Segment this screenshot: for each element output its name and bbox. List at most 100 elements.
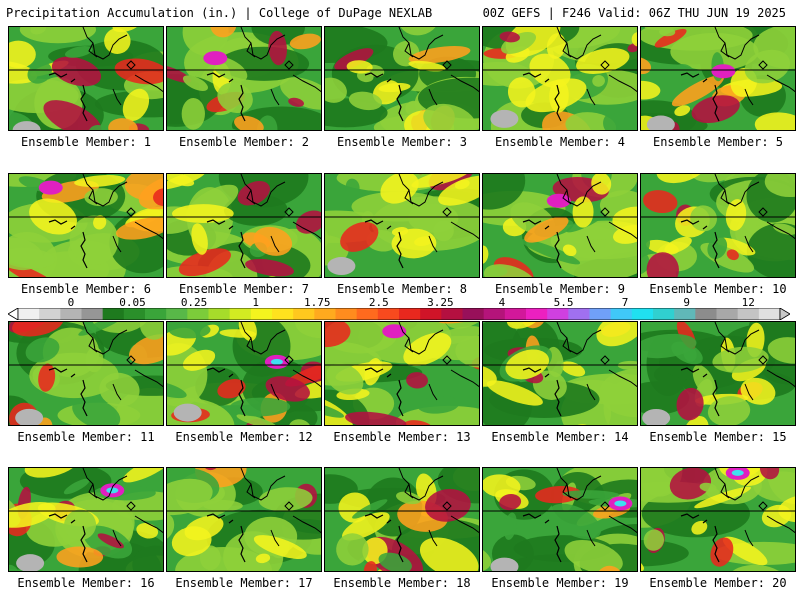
precipitation-field bbox=[483, 27, 637, 130]
colorbar-segment bbox=[758, 308, 781, 320]
precipitation-field bbox=[325, 322, 479, 425]
ensemble-member-map bbox=[8, 26, 164, 131]
colorbar-tick-label: 0.05 bbox=[119, 296, 146, 309]
colorbar-segment bbox=[504, 308, 527, 320]
precipitation-field bbox=[325, 468, 479, 571]
ensemble-member-map bbox=[324, 26, 480, 131]
colorbar-segment bbox=[250, 308, 273, 320]
colorbar-segment bbox=[674, 308, 696, 320]
colorbar-segment bbox=[568, 308, 590, 320]
colorbar-segment bbox=[123, 308, 146, 320]
ensemble-member-label: Ensemble Member: 9 bbox=[494, 282, 626, 296]
ensemble-member-map bbox=[482, 26, 638, 131]
colorbar-right-arrow bbox=[779, 308, 790, 320]
map-title: Precipitation Accumulation (in.) | Colle… bbox=[6, 6, 433, 20]
colorbar-segment bbox=[356, 308, 379, 320]
colorbar-left-arrow bbox=[8, 308, 19, 320]
precipitation-field bbox=[641, 468, 795, 571]
colorbar-tick-label: 2.5 bbox=[368, 296, 389, 309]
colorbar-segment bbox=[377, 308, 400, 320]
ensemble-member-label: Ensemble Member: 2 bbox=[178, 135, 310, 149]
ensemble-member-label: Ensemble Member: 12 bbox=[175, 430, 313, 444]
ensemble-member-label: Ensemble Member: 17 bbox=[175, 576, 313, 590]
colorbar-segment bbox=[483, 308, 506, 320]
colorbar-segment bbox=[187, 308, 209, 320]
ensemble-member-label: Ensemble Member: 14 bbox=[491, 430, 629, 444]
ensemble-member-map bbox=[324, 321, 480, 426]
ensemble-member-label: Ensemble Member: 11 bbox=[17, 430, 155, 444]
colorbar-segment bbox=[293, 308, 315, 320]
ensemble-member-label: Ensemble Member: 16 bbox=[17, 576, 155, 590]
precipitation-colorbar bbox=[8, 308, 790, 320]
colorbar-tick-label: 1 bbox=[252, 296, 259, 309]
ensemble-member-label: Ensemble Member: 15 bbox=[649, 430, 787, 444]
colorbar-segment bbox=[589, 308, 612, 320]
ensemble-member-map bbox=[482, 321, 638, 426]
ensemble-member-map bbox=[482, 467, 638, 572]
colorbar-tick-label: 12 bbox=[741, 296, 755, 309]
ensemble-member-map bbox=[324, 173, 480, 278]
ensemble-member-label: Ensemble Member: 19 bbox=[491, 576, 629, 590]
colorbar-segment bbox=[145, 308, 167, 320]
ensemble-member-label: Ensemble Member: 13 bbox=[333, 430, 471, 444]
colorbar-tick-label: 1.75 bbox=[303, 296, 331, 309]
ensemble-member-label: Ensemble Member: 5 bbox=[652, 135, 784, 149]
ensemble-member-map bbox=[640, 173, 796, 278]
precipitation-field bbox=[167, 468, 321, 571]
colorbar-segment bbox=[441, 308, 463, 320]
ensemble-member-label: Ensemble Member: 10 bbox=[649, 282, 787, 296]
ensemble-member-map bbox=[166, 321, 322, 426]
colorbar-segment bbox=[314, 308, 336, 320]
precipitation-field bbox=[483, 468, 637, 571]
ensemble-member-map bbox=[166, 467, 322, 572]
precipitation-field bbox=[167, 27, 321, 130]
colorbar-segment bbox=[610, 308, 633, 320]
colorbar-segment bbox=[18, 308, 40, 320]
ensemble-member-map bbox=[8, 321, 164, 426]
ensemble-member-label: Ensemble Member: 6 bbox=[20, 282, 152, 296]
ensemble-member-label: Ensemble Member: 1 bbox=[20, 135, 152, 149]
colorbar-segment bbox=[462, 308, 485, 320]
ensemble-member-label: Ensemble Member: 3 bbox=[336, 135, 468, 149]
colorbar-tick-label: 0.25 bbox=[180, 296, 208, 309]
colorbar-segment bbox=[81, 308, 104, 320]
ensemble-member-label: Ensemble Member: 18 bbox=[333, 576, 471, 590]
ensemble-member-map bbox=[640, 467, 796, 572]
ensemble-member-map bbox=[324, 467, 480, 572]
colorbar-tick-label: 9 bbox=[683, 296, 690, 309]
colorbar-tick-label: 3.25 bbox=[427, 296, 454, 309]
precipitation-field bbox=[325, 174, 479, 277]
colorbar-tick-label: 7 bbox=[621, 296, 629, 309]
colorbar-segment bbox=[399, 308, 421, 320]
precipitation-field bbox=[9, 468, 163, 571]
ensemble-member-map bbox=[482, 173, 638, 278]
precipitation-field bbox=[641, 27, 795, 130]
ensemble-member-map bbox=[166, 173, 322, 278]
colorbar-segment bbox=[695, 308, 717, 320]
ensemble-member-label: Ensemble Member: 8 bbox=[336, 282, 468, 296]
colorbar-segment bbox=[272, 308, 294, 320]
precipitation-field bbox=[167, 174, 321, 277]
colorbar-tick-label: 4 bbox=[498, 296, 506, 309]
precipitation-field bbox=[9, 174, 163, 277]
colorbar-segment bbox=[631, 308, 654, 320]
ensemble-member-map bbox=[640, 321, 796, 426]
model-run-info: 00Z GEFS | F246 Valid: 06Z THU JUN 19 20… bbox=[482, 6, 786, 20]
precipitation-field bbox=[325, 27, 479, 130]
ensemble-member-label: Ensemble Member: 7 bbox=[178, 282, 310, 296]
colorbar-segment bbox=[335, 308, 358, 320]
precipitation-field bbox=[167, 322, 321, 425]
colorbar-segment bbox=[420, 308, 442, 320]
precipitation-field bbox=[9, 27, 163, 130]
colorbar-segment bbox=[166, 308, 188, 320]
ensemble-member-label: Ensemble Member: 20 bbox=[649, 576, 787, 590]
ensemble-member-map bbox=[640, 26, 796, 131]
precipitation-field bbox=[483, 174, 637, 277]
precipitation-field bbox=[641, 322, 795, 425]
precipitation-field bbox=[9, 322, 163, 425]
ensemble-member-map bbox=[8, 173, 164, 278]
precipitation-field bbox=[483, 322, 637, 425]
colorbar-segment bbox=[653, 308, 675, 320]
colorbar-tick-label: 0 bbox=[67, 296, 75, 309]
colorbar-segment bbox=[39, 308, 61, 320]
